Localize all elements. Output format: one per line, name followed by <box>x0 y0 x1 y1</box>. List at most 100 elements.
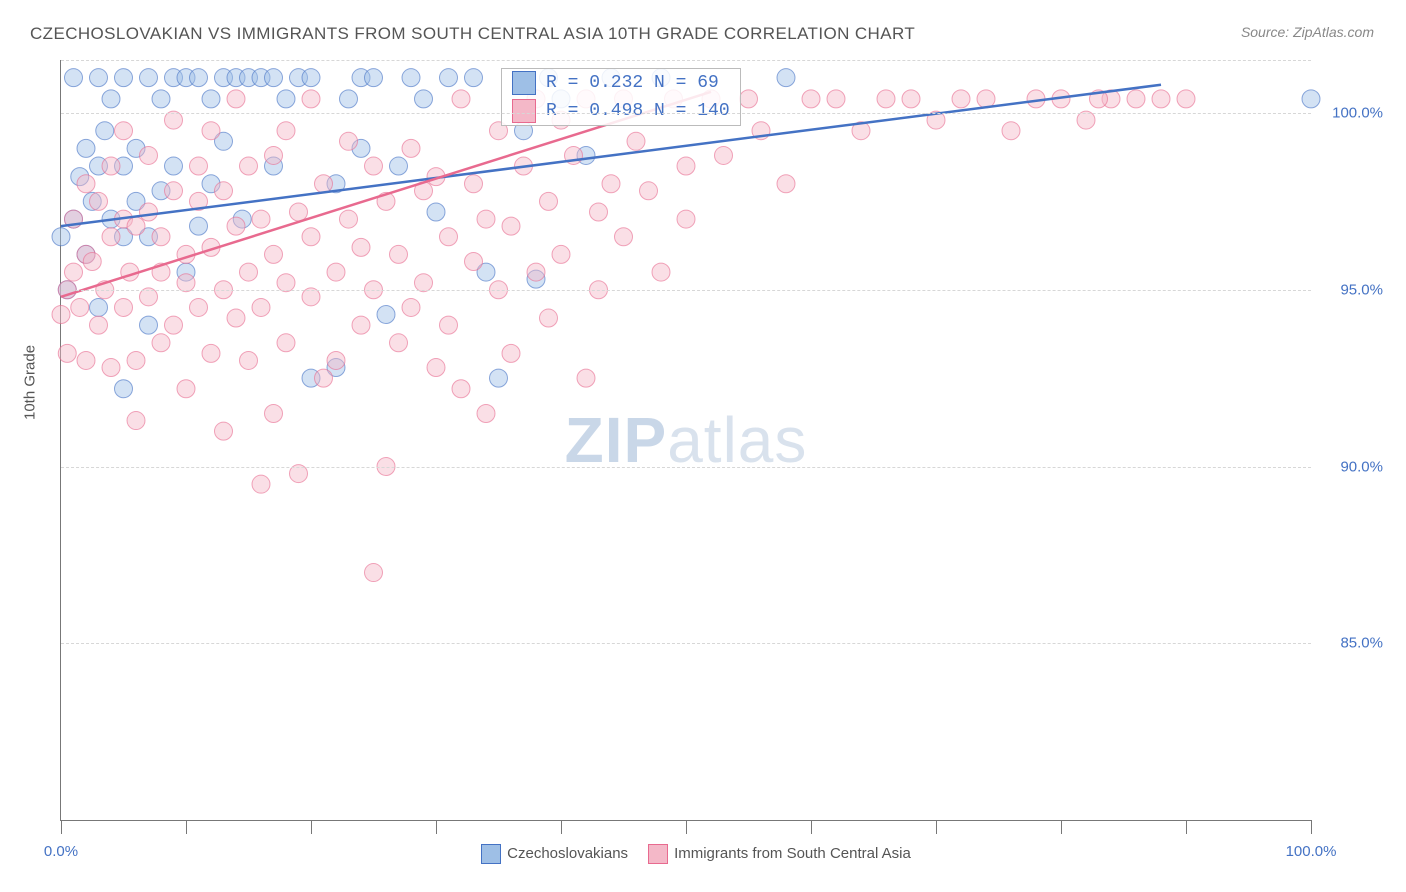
scatter-point <box>365 69 383 87</box>
scatter-point <box>302 90 320 108</box>
scatter-point <box>77 351 95 369</box>
scatter-point <box>640 182 658 200</box>
scatter-point <box>127 217 145 235</box>
scatter-point <box>590 203 608 221</box>
scatter-point <box>652 263 670 281</box>
gridline <box>61 643 1311 644</box>
scatter-point <box>202 344 220 362</box>
scatter-point <box>115 298 133 316</box>
scatter-point <box>240 351 258 369</box>
scatter-point <box>502 217 520 235</box>
chart-title: CZECHOSLOVAKIAN VS IMMIGRANTS FROM SOUTH… <box>30 24 915 44</box>
scatter-point <box>227 217 245 235</box>
scatter-point <box>265 146 283 164</box>
scatter-point <box>465 69 483 87</box>
scatter-point <box>440 69 458 87</box>
scatter-point <box>65 69 83 87</box>
scatter-point <box>952 90 970 108</box>
scatter-point <box>365 157 383 175</box>
scatter-point <box>465 252 483 270</box>
scatter-point <box>77 175 95 193</box>
x-tick <box>811 820 812 834</box>
stats-legend-row: R = 0.498 N = 140 <box>502 97 740 125</box>
scatter-point <box>1302 90 1320 108</box>
stats-text: R = 0.498 N = 140 <box>546 101 730 121</box>
scatter-point <box>115 69 133 87</box>
scatter-point <box>327 351 345 369</box>
scatter-point <box>440 316 458 334</box>
scatter-point <box>90 298 108 316</box>
scatter-point <box>202 90 220 108</box>
scatter-point <box>252 475 270 493</box>
scatter-point <box>202 122 220 140</box>
scatter-point <box>152 90 170 108</box>
scatter-point <box>165 157 183 175</box>
scatter-point <box>177 380 195 398</box>
scatter-point <box>427 203 445 221</box>
scatter-point <box>190 217 208 235</box>
legend-swatch <box>648 844 668 864</box>
scatter-point <box>552 245 570 263</box>
scatter-point <box>115 122 133 140</box>
x-tick <box>436 820 437 834</box>
scatter-point <box>352 316 370 334</box>
source-label: Source: ZipAtlas.com <box>1241 24 1374 40</box>
gridline <box>61 60 1311 61</box>
scatter-point <box>277 334 295 352</box>
x-tick <box>936 820 937 834</box>
scatter-point <box>677 157 695 175</box>
scatter-point <box>1002 122 1020 140</box>
scatter-point <box>90 69 108 87</box>
scatter-point <box>140 146 158 164</box>
scatter-point <box>215 182 233 200</box>
x-tick <box>561 820 562 834</box>
scatter-point <box>265 69 283 87</box>
gridline <box>61 467 1311 468</box>
x-tick <box>1311 820 1312 834</box>
scatter-point <box>190 298 208 316</box>
y-axis-label: 10th Grade <box>22 345 39 420</box>
scatter-point <box>527 263 545 281</box>
y-tick-label: 85.0% <box>1340 635 1383 652</box>
scatter-point <box>627 132 645 150</box>
scatter-point <box>402 139 420 157</box>
gridline <box>61 113 1311 114</box>
scatter-point <box>440 228 458 246</box>
scatter-point <box>102 228 120 246</box>
scatter-point <box>390 334 408 352</box>
scatter-point <box>302 69 320 87</box>
scatter-point <box>52 306 70 324</box>
scatter-point <box>77 139 95 157</box>
chart-svg <box>61 60 1311 820</box>
x-tick-label: 100.0% <box>1286 843 1337 860</box>
scatter-point <box>315 175 333 193</box>
scatter-point <box>602 175 620 193</box>
y-tick-label: 90.0% <box>1340 458 1383 475</box>
scatter-point <box>340 90 358 108</box>
scatter-point <box>277 122 295 140</box>
scatter-point <box>127 351 145 369</box>
y-tick-label: 100.0% <box>1332 105 1383 122</box>
scatter-point <box>352 238 370 256</box>
scatter-point <box>1127 90 1145 108</box>
stats-legend: R = 0.232 N = 69R = 0.498 N = 140 <box>501 68 741 126</box>
scatter-point <box>96 122 114 140</box>
x-tick <box>311 820 312 834</box>
legend-swatch <box>481 844 501 864</box>
scatter-point <box>615 228 633 246</box>
scatter-point <box>102 359 120 377</box>
scatter-point <box>677 210 695 228</box>
scatter-point <box>58 344 76 362</box>
scatter-point <box>165 316 183 334</box>
scatter-point <box>340 210 358 228</box>
scatter-point <box>265 404 283 422</box>
scatter-point <box>102 90 120 108</box>
scatter-point <box>152 334 170 352</box>
scatter-point <box>252 210 270 228</box>
legend-swatch <box>512 71 536 95</box>
scatter-point <box>240 157 258 175</box>
scatter-point <box>365 564 383 582</box>
scatter-point <box>577 369 595 387</box>
y-tick-label: 95.0% <box>1340 281 1383 298</box>
plot-area: ZIPatlas R = 0.232 N = 69R = 0.498 N = 1… <box>60 60 1311 821</box>
